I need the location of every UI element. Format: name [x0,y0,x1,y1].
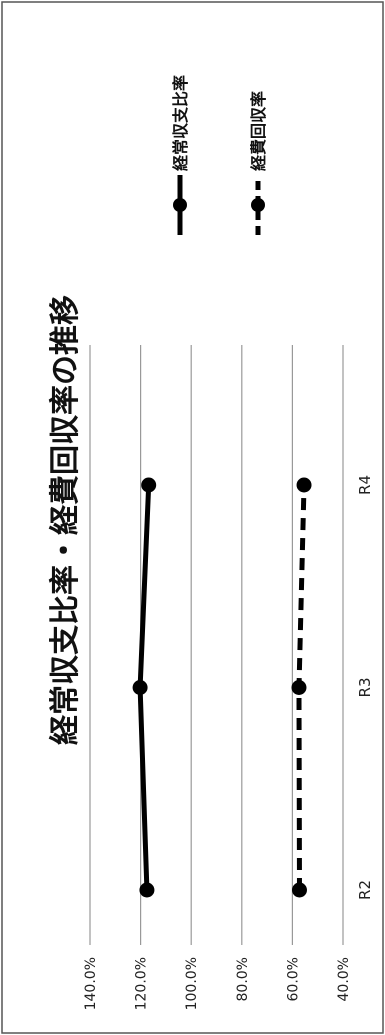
legend: 経常収支比率 経費回収率 [171,75,268,235]
rotated-chart-area: 140.0% 120.0% 100.0% 80.0% 60.0% 40.0% R2 R3 R4… [48,75,374,1010]
x-tick-label: R3 [356,678,374,698]
y-tick-label: 40.0% [336,957,352,1001]
data-point-1-R2 [139,882,155,898]
legend-label-2: 経費回収率 [249,91,268,171]
legend-marker-1 [173,198,187,212]
series-layer [132,477,312,898]
y-tick-labels: 140.0% 120.0% 100.0% 80.0% 60.0% 40.0% [83,957,352,1010]
chart-title: 経常収支比率・経費回収率の推移 [48,295,83,745]
y-tick-label: 120.0% [134,957,150,1010]
x-tick-labels: R2 R3 R4 [356,475,374,900]
data-point-1-R4 [141,477,157,493]
data-point-2-R2 [291,882,307,898]
x-tick-label: R4 [356,475,374,495]
y-tick-label: 100.0% [184,957,200,1010]
grid-layer [89,345,344,945]
y-tick-label: 60.0% [285,957,301,1001]
y-tick-label: 80.0% [235,957,251,1001]
legend-marker-2 [251,198,265,212]
y-tick-label: 140.0% [83,957,99,1010]
x-tick-label: R2 [356,880,374,900]
data-point-2-R3 [291,680,307,695]
data-point-2-R4 [296,477,312,493]
data-point-1-R3 [132,680,148,695]
legend-label-1: 経常収支比率 [171,75,190,171]
